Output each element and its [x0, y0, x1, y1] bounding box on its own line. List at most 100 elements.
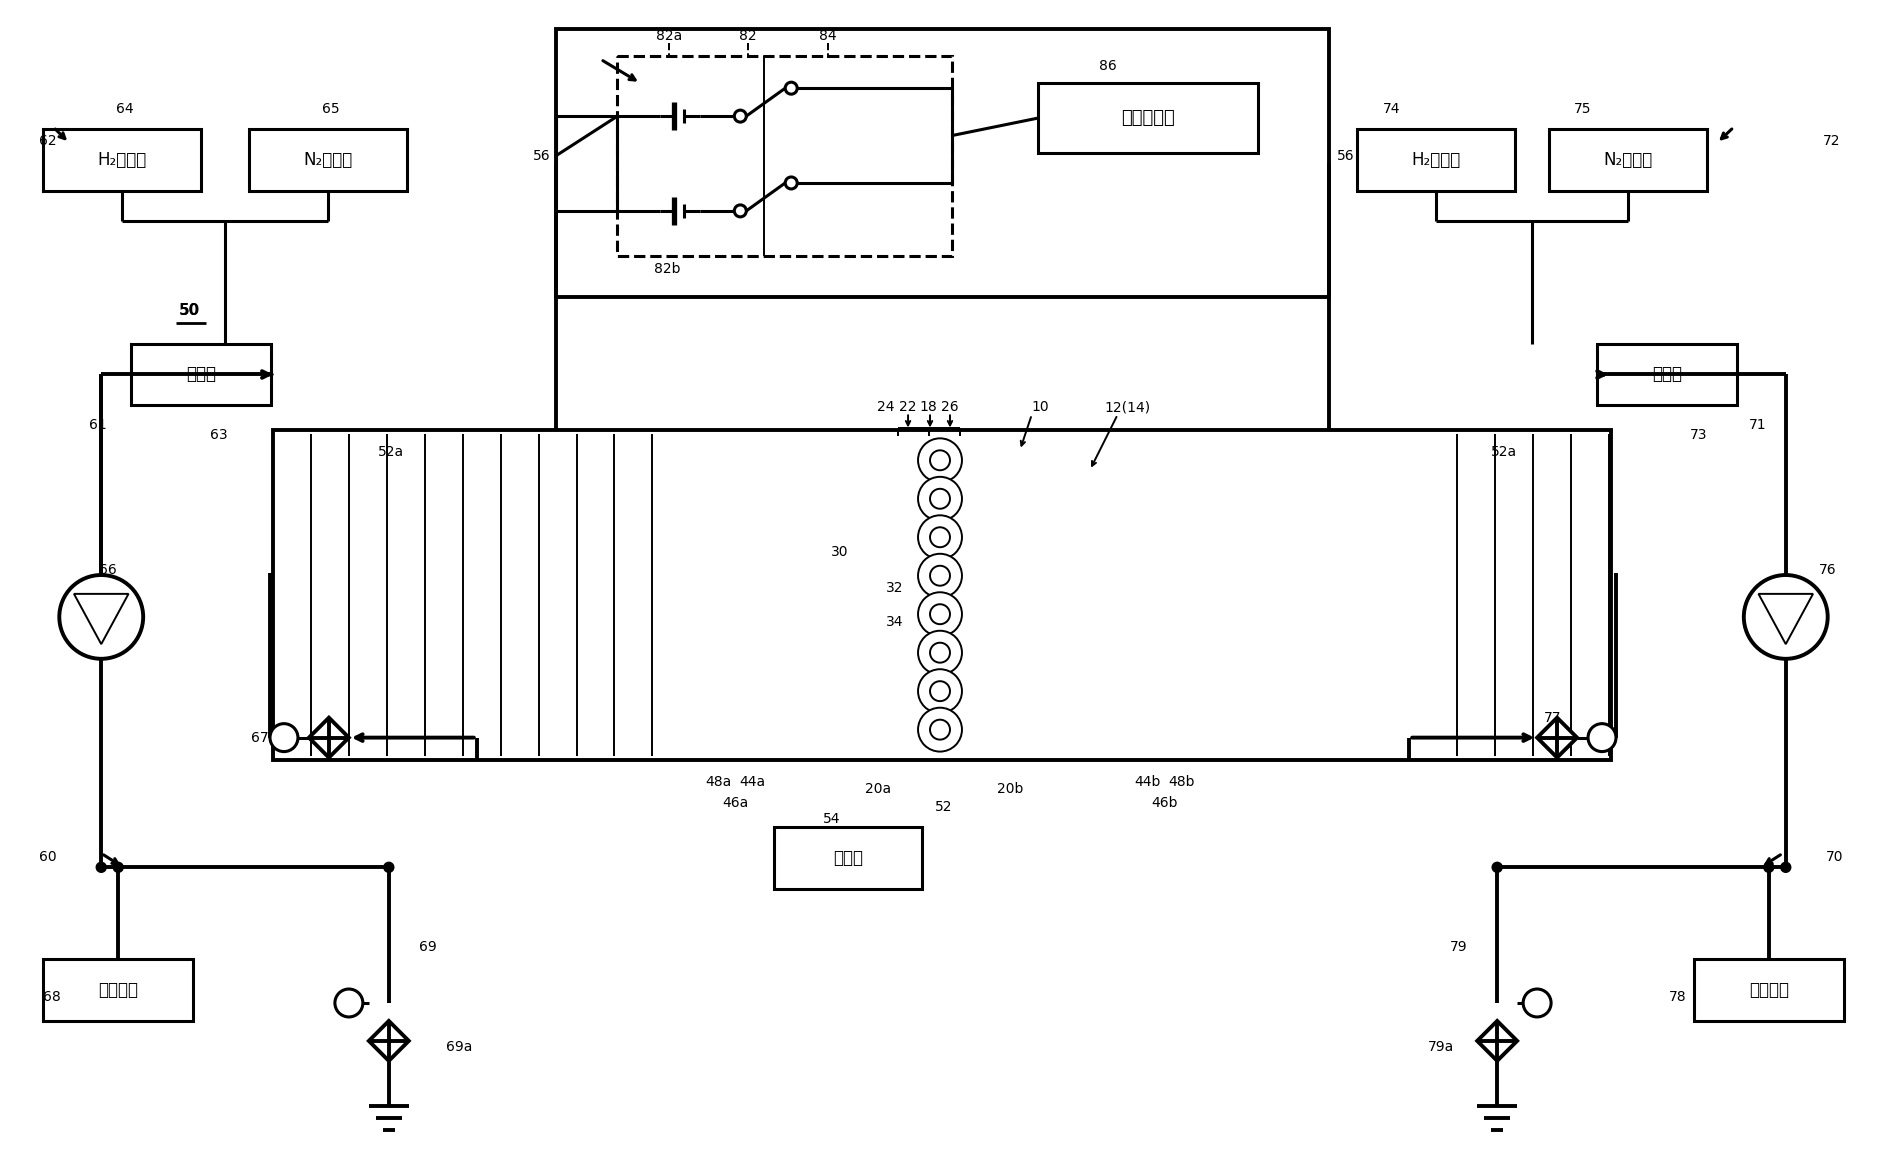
- Text: 78: 78: [1667, 989, 1686, 1005]
- Circle shape: [930, 528, 950, 548]
- Text: 水供给部: 水供给部: [1748, 981, 1788, 999]
- Circle shape: [930, 566, 950, 586]
- Circle shape: [918, 631, 962, 675]
- Circle shape: [1523, 989, 1551, 1017]
- Circle shape: [930, 643, 950, 662]
- Circle shape: [113, 862, 122, 872]
- Text: 24: 24: [877, 400, 894, 414]
- Text: 56: 56: [533, 148, 550, 164]
- Text: 电压控制部: 电压控制部: [1120, 109, 1174, 128]
- Text: 混合部: 混合部: [186, 365, 216, 384]
- Bar: [774, 827, 922, 890]
- Circle shape: [1491, 862, 1502, 872]
- Bar: [1037, 84, 1257, 153]
- Text: 30: 30: [830, 545, 847, 559]
- Bar: [1596, 343, 1735, 405]
- Text: 46a: 46a: [723, 797, 747, 811]
- Text: 56: 56: [1336, 148, 1355, 164]
- Text: 52a: 52a: [1491, 445, 1517, 459]
- Text: 50: 50: [179, 303, 199, 318]
- Text: 69a: 69a: [446, 1039, 472, 1054]
- Polygon shape: [369, 1021, 408, 1061]
- Text: 75: 75: [1573, 102, 1590, 116]
- Text: 84: 84: [819, 29, 836, 43]
- Circle shape: [918, 477, 962, 521]
- Text: 52: 52: [935, 800, 952, 814]
- Text: 68: 68: [43, 989, 60, 1005]
- Text: H₂气体源: H₂气体源: [1412, 151, 1460, 169]
- Circle shape: [1743, 575, 1827, 659]
- Text: 79: 79: [1449, 940, 1466, 955]
- Bar: [43, 129, 201, 191]
- Circle shape: [734, 110, 745, 122]
- Circle shape: [930, 488, 950, 509]
- Text: 70: 70: [1826, 850, 1842, 864]
- Text: 52a: 52a: [378, 445, 403, 459]
- Text: 50: 50: [179, 303, 199, 318]
- Text: 82: 82: [740, 29, 757, 43]
- Text: 64: 64: [117, 102, 134, 116]
- Circle shape: [930, 719, 950, 740]
- Text: 63: 63: [211, 428, 228, 442]
- Circle shape: [1587, 724, 1615, 752]
- Circle shape: [335, 989, 363, 1017]
- Text: 82a: 82a: [657, 29, 681, 43]
- Circle shape: [58, 575, 143, 659]
- Text: 控制部: 控制部: [832, 849, 862, 868]
- Text: 77: 77: [1543, 711, 1560, 725]
- Circle shape: [918, 669, 962, 713]
- Bar: [1549, 129, 1705, 191]
- Text: 69: 69: [418, 940, 437, 955]
- Text: 76: 76: [1818, 563, 1835, 577]
- Text: H₂气体源: H₂气体源: [98, 151, 147, 169]
- Text: 46b: 46b: [1150, 797, 1178, 811]
- Bar: [555, 29, 1329, 297]
- Circle shape: [930, 681, 950, 701]
- Text: 10: 10: [1031, 400, 1048, 414]
- Text: 水供给部: 水供给部: [98, 981, 137, 999]
- Text: 混合部: 混合部: [1651, 365, 1681, 384]
- Text: 86: 86: [1099, 59, 1116, 73]
- Text: 22: 22: [900, 400, 917, 414]
- Polygon shape: [1475, 1021, 1517, 1061]
- Circle shape: [918, 515, 962, 559]
- Text: 34: 34: [886, 615, 903, 629]
- Text: 32: 32: [886, 581, 903, 595]
- Bar: [617, 56, 952, 255]
- Circle shape: [384, 862, 393, 872]
- Text: 65: 65: [322, 102, 339, 116]
- Circle shape: [785, 177, 796, 189]
- Text: 44a: 44a: [740, 775, 764, 789]
- Circle shape: [1780, 862, 1790, 872]
- Text: 71: 71: [1748, 419, 1765, 433]
- Circle shape: [918, 593, 962, 636]
- Text: 61: 61: [88, 419, 107, 433]
- Text: 48b: 48b: [1167, 775, 1195, 789]
- Circle shape: [785, 82, 796, 94]
- Bar: [273, 430, 1611, 760]
- Text: 66: 66: [100, 563, 117, 577]
- Text: 48a: 48a: [706, 775, 730, 789]
- Text: 79a: 79a: [1427, 1039, 1453, 1054]
- Text: 54: 54: [822, 812, 839, 826]
- Text: 74: 74: [1381, 102, 1400, 116]
- Circle shape: [918, 708, 962, 752]
- Bar: [248, 129, 407, 191]
- Circle shape: [918, 438, 962, 483]
- Text: 67: 67: [250, 731, 269, 745]
- Text: 82b: 82b: [653, 262, 679, 276]
- Text: 20a: 20a: [864, 783, 890, 797]
- Text: 62: 62: [40, 135, 56, 148]
- Bar: [43, 959, 194, 1021]
- Text: N₂气体源: N₂气体源: [1602, 151, 1652, 169]
- Text: 26: 26: [941, 400, 958, 414]
- Text: N₂气体源: N₂气体源: [303, 151, 352, 169]
- Text: 20b: 20b: [996, 783, 1022, 797]
- Circle shape: [269, 724, 297, 752]
- Text: 44b: 44b: [1135, 775, 1161, 789]
- Circle shape: [1763, 862, 1773, 872]
- Text: 18: 18: [918, 400, 937, 414]
- Polygon shape: [73, 594, 128, 644]
- Circle shape: [918, 553, 962, 597]
- Bar: [1694, 959, 1842, 1021]
